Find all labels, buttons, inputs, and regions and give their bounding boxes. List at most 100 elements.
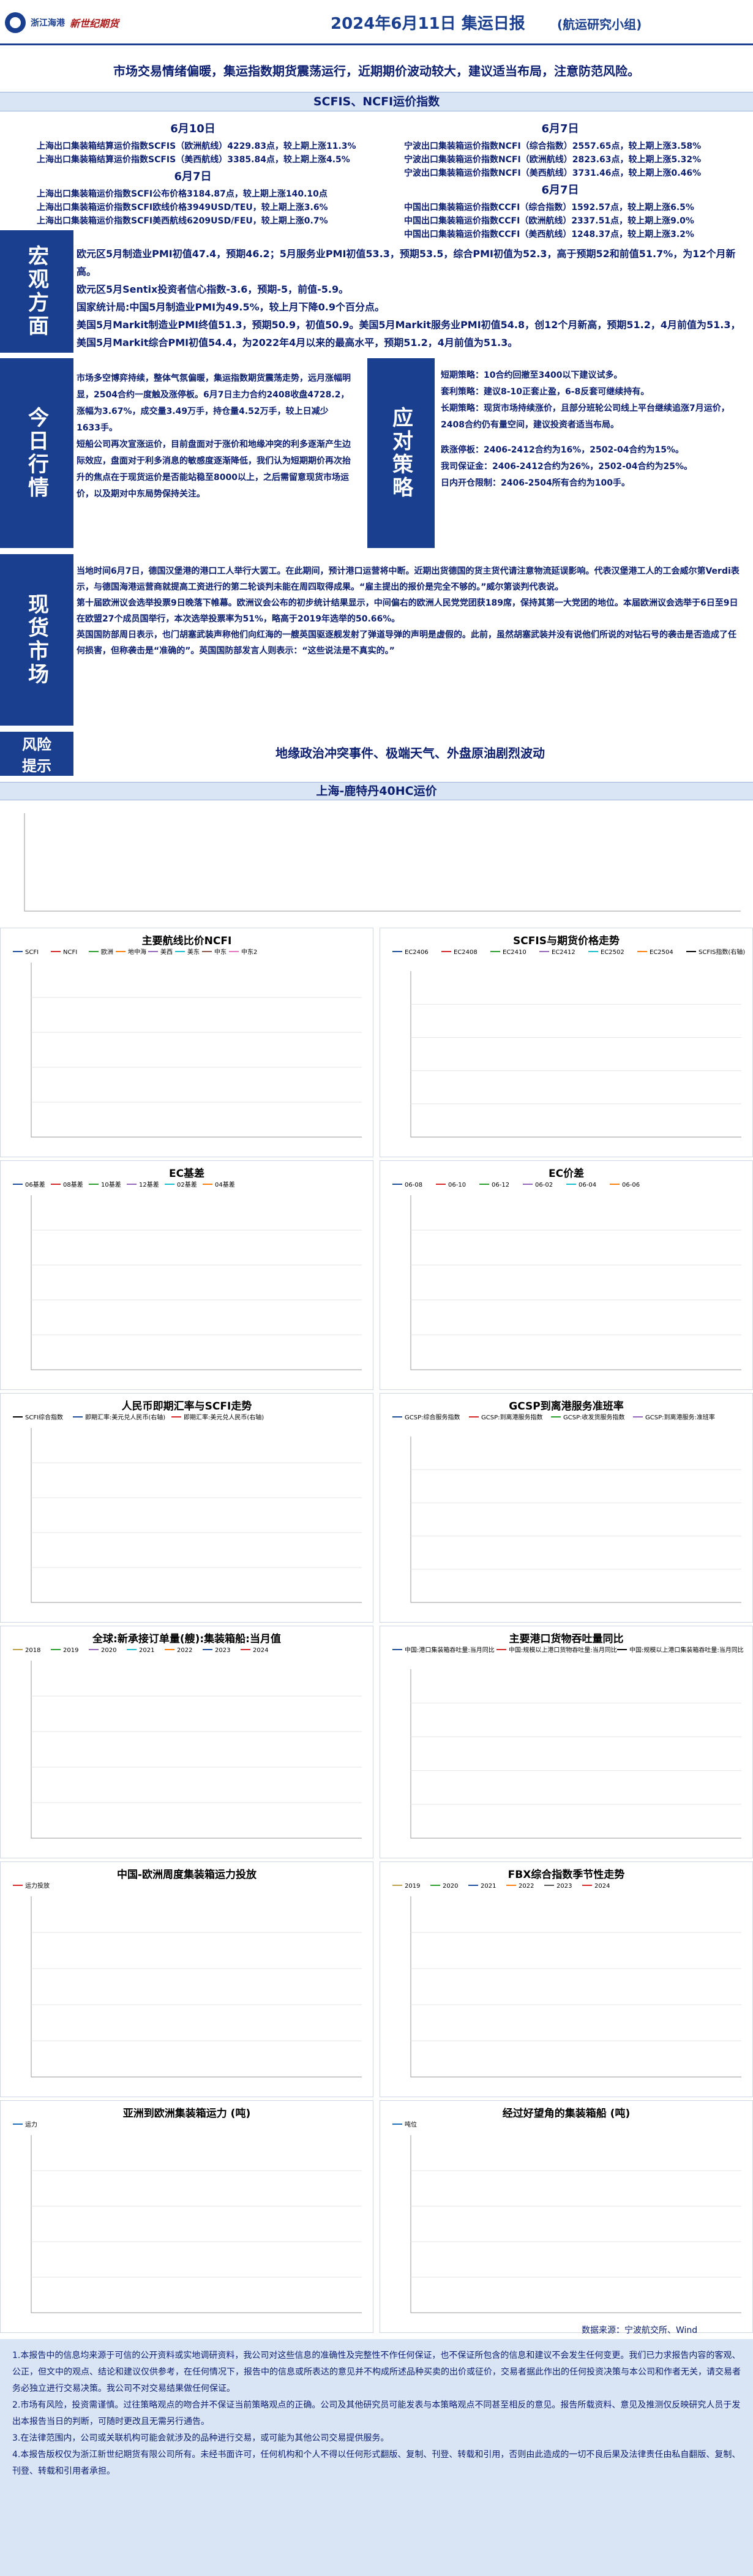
index-left-line: 上海出口集装箱结算运价指数SCFIS（欧洲航线）4229.83点，较上期上涨11… bbox=[37, 141, 356, 151]
chart-title: 经过好望角的集装箱船 (吨) bbox=[502, 2108, 631, 2120]
chart-axes bbox=[410, 971, 741, 1138]
legend-label: 2021 bbox=[139, 1647, 154, 1654]
legend-entry: 运力 bbox=[13, 2120, 37, 2128]
legend-entry: 04基差 bbox=[203, 1181, 235, 1188]
chart-title: 全球:新承接订单量(艘):集装箱船:当月值 bbox=[92, 1633, 281, 1645]
chart-fbx-seasonal-svg: 2019 2020 2021 2022 2023 2024 bbox=[392, 1883, 741, 2078]
legend-label: 2018 bbox=[25, 1647, 40, 1654]
legend-entry: 06-06 bbox=[610, 1182, 640, 1188]
strategy-line: 我司保证金：2406-2412合约为26%，2502-04合约为25%。 bbox=[441, 462, 693, 471]
legend-entry: 06-12 bbox=[479, 1182, 509, 1188]
legend-entry: 10基差 bbox=[89, 1181, 121, 1188]
chart-title: 人民币即期汇率与SCFI走势 bbox=[121, 1400, 252, 1413]
disclaimer-line: 1.本报告中的信息均来源于可信的公开资料或实地调研资料，我公司对这些信息的准确性… bbox=[12, 2351, 741, 2394]
legend-entry: EC2502 bbox=[588, 949, 624, 956]
chart-asia-europe-capacity-svg: 运力 bbox=[13, 2120, 362, 2313]
legend-label: EC2502 bbox=[601, 949, 624, 956]
strategy-line: 长期策略：现货市场持续涨价，且部分班轮公司线上平台继续追涨7月运价，2408合约… bbox=[441, 404, 730, 430]
legend-label: 中国:规模以上港口货物吞吐量:当月同比 bbox=[509, 1646, 617, 1654]
legend-label: 06-08 bbox=[405, 1182, 422, 1188]
legend-entry: 美东 bbox=[175, 948, 200, 956]
disclaimer-line: 3.在法律范围内，公司或关联机构可能会就涉及的品种进行交易，或可能为其他公司交易… bbox=[12, 2433, 389, 2443]
legend-entry: 2023 bbox=[203, 1647, 230, 1654]
legend-label: 06基差 bbox=[25, 1181, 45, 1188]
legend-entry: SCFIS指数(右轴) bbox=[686, 948, 745, 956]
chart-title: GCSP到离港服务准班率 bbox=[509, 1400, 624, 1413]
chart-ec-basis-svg: 06基差 08基差 10基差 12基差 02基差 04基差 bbox=[13, 1181, 362, 1370]
chart-global-newbuild-svg: 2018 2019 2020 2021 2022 2023 2024 bbox=[13, 1647, 362, 1839]
legend-label: 10基差 bbox=[101, 1181, 121, 1188]
chart-scfis-futures-svg: EC2406 EC2408 EC2410 EC2412 EC2502 EC2504 SCFI… bbox=[392, 948, 745, 1138]
legend-entry: 2024 bbox=[582, 1883, 610, 1890]
legend-label: NCFI bbox=[63, 949, 77, 956]
legend-label: EC2504 bbox=[650, 949, 673, 956]
legend-entry: 中国:港口集装箱吞吐量:当月同比 bbox=[392, 1646, 495, 1654]
chart-fbx-seasonal: FBX综合指数季节性走势 2019 2020 2021 2022 2023 2024 bbox=[380, 1861, 753, 2097]
legend-entry: 06-10 bbox=[436, 1182, 466, 1188]
macro-line: 欧元区5月制造业PMI初值47.4，预期46.2；5月服务业PMI初值53.3，… bbox=[77, 248, 736, 277]
data-source: 数据来源：宁波航交所、Wind bbox=[582, 2326, 698, 2335]
chart-ec-spread: EC价差 06-08 06-10 06-12 06-02 06-04 06-06 bbox=[380, 1160, 753, 1390]
risk-label-line2: 提示 bbox=[22, 757, 51, 775]
index-left-line: 上海出口集装箱运价指数SCFI欧线价格3949USD/TEU，较上期上涨3.6% bbox=[37, 203, 328, 212]
chart-asia-europe-capacity: 亚洲到欧洲集装箱运力 (吨) 运力 bbox=[0, 2100, 373, 2333]
legend-entry: 2022 bbox=[506, 1883, 534, 1890]
chart-axes bbox=[410, 1896, 741, 2078]
chart-rmb-scfi-svg: SCFI综合指数 即期汇率:美元兑人民币(右轴) 即期汇率:美元兑人民币(右轴) bbox=[13, 1413, 362, 1603]
legend-entry: 2021 bbox=[127, 1647, 154, 1654]
legend-entry: 欧洲 bbox=[89, 948, 113, 956]
legend-entry: GCSP:到离港服务:准班率 bbox=[633, 1413, 715, 1421]
macro-text: 欧元区5月制造业PMI初值47.4，预期46.2；5月服务业PMI初值53.3，… bbox=[77, 245, 744, 351]
legend-label: 2019 bbox=[405, 1883, 420, 1890]
chart-title: SCFIS与期货价格走势 bbox=[513, 935, 620, 947]
legend-entry: EC2412 bbox=[539, 949, 575, 956]
chart-ncfi-routes-svg: SCFI NCFI 欧洲 地中海 美西 美东 中东 中东2 bbox=[13, 948, 362, 1138]
index-left-line: 上海出口集装箱运价指数SCFI美西航线6209USD/FEU，较上期上涨0.7% bbox=[37, 216, 328, 226]
legend-entry: 2023 bbox=[544, 1883, 572, 1890]
report-title: 2024年6月11日 集运日报 bbox=[331, 15, 525, 33]
legend-entry: 2020 bbox=[430, 1883, 458, 1890]
zhejiang-port-logo-icon bbox=[5, 12, 26, 33]
legend-label: GCSP:收发货服务指数 bbox=[563, 1413, 624, 1421]
chart-axes bbox=[31, 1428, 362, 1603]
macro-line: 美国5月Markit制造业PMI终值51.3，预期50.9，初值50.9。美国5… bbox=[77, 319, 741, 348]
risk-text: 地缘政治冲突事件、极端天气、外盘原油剧烈波动 bbox=[275, 746, 545, 760]
strategy-line: 短期策略：10合约回撤至3400以下建议试多。 bbox=[441, 370, 623, 380]
legend-entry: 2018 bbox=[13, 1647, 40, 1654]
index-right-date-a: 6月7日 bbox=[541, 122, 579, 135]
index-left-date-a: 6月10日 bbox=[170, 122, 215, 135]
chart-axes bbox=[24, 813, 741, 912]
legend-label: 2019 bbox=[63, 1647, 78, 1654]
legend-label: 02基差 bbox=[177, 1181, 197, 1188]
legend-entry: 中东 bbox=[202, 948, 227, 956]
legend-entry: 06基差 bbox=[13, 1181, 45, 1188]
risk-label: 风险 提示 bbox=[0, 732, 73, 776]
legend-entry: SCFI综合指数 bbox=[13, 1413, 63, 1421]
chart-section-title: 上海-鹿特丹40HC运价 bbox=[0, 782, 753, 800]
index-right-line: 中国出口集装箱运价指数CCFI（美西航线）1248.37点，较上期上涨3.2% bbox=[404, 230, 694, 239]
spot-line: 英国国防部周日表示，也门胡塞武装声称他们向红海的一艘英国驱逐舰发射了弹道导弹的声… bbox=[77, 630, 736, 656]
legend-label: EC2412 bbox=[552, 949, 575, 956]
index-left-date-b: 6月7日 bbox=[174, 170, 212, 183]
chart-cape-containers: 经过好望角的集装箱船 (吨) 吨位 bbox=[380, 2100, 753, 2333]
legend-label: 即期汇率:美元兑人民币(右轴) bbox=[184, 1413, 264, 1421]
legend-label: 运力投放 bbox=[25, 1882, 50, 1890]
chart-axes bbox=[410, 1436, 741, 1603]
index-panel-left: 6月10日 上海出口集装箱结算运价指数SCFIS（欧洲航线）4229.83点，较… bbox=[12, 114, 373, 226]
index-left-line: 上海出口集装箱结算运价指数SCFIS（美西航线）3385.84点，较上期上涨4.… bbox=[37, 155, 350, 165]
legend-entry: EC2408 bbox=[441, 949, 478, 956]
legend-entry: GCSP:收发货服务指数 bbox=[551, 1413, 624, 1421]
legend-entry: 即期汇率:美元兑人民币(右轴) bbox=[73, 1413, 165, 1421]
chart-ncfi-routes: 主要航线比价NCFI SCFI NCFI 欧洲 地中海 美西 美东 中东 中东2 bbox=[0, 928, 373, 1157]
legend-entry: 美西 bbox=[148, 948, 173, 956]
legend-label: 2022 bbox=[519, 1883, 534, 1890]
macro-label: 宏观方面 bbox=[0, 230, 73, 353]
chart-gcsp-service-svg: GCSP:综合服务指数 GCSP:到离港服务指数 GCSP:收发货服务指数 GCSP:… bbox=[392, 1413, 741, 1603]
legend-entry: 06-04 bbox=[566, 1182, 596, 1188]
legend-label: 中国:规模以上港口集装箱吞吐量:当月同比 bbox=[629, 1646, 744, 1654]
chart-china-europe-capacity: 中国-欧洲周度集装箱运力投放 运力投放 bbox=[0, 1861, 373, 2097]
chart-ec-spread-svg: 06-08 06-10 06-12 06-02 06-04 06-06 bbox=[392, 1182, 741, 1370]
macro-line: 欧元区5月Sentix投资者信心指数-3.6，预期-5，前值-5.9。 bbox=[77, 284, 349, 295]
index-section-title: SCFIS、NCFI运价指数 bbox=[0, 92, 753, 111]
